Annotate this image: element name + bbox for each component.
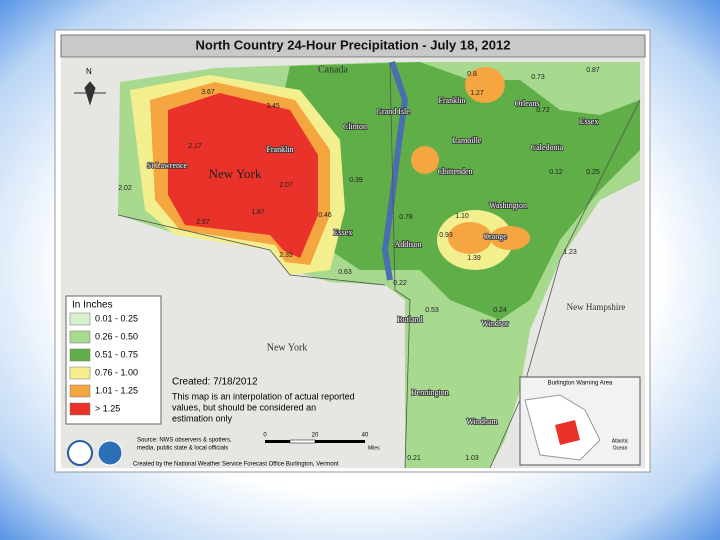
precip-value: 0.22 <box>393 280 407 287</box>
precip-value: 0.39 <box>349 177 363 184</box>
precip-value: 0.63 <box>338 269 352 276</box>
legend-label: 0.76 - 1.00 <box>95 367 138 377</box>
zone-orange-vt2 <box>490 226 530 250</box>
inset-area <box>555 420 580 445</box>
inset-label: Ocean <box>613 445 628 451</box>
legend-swatch <box>69 330 91 344</box>
precip-value: 0.78 <box>399 214 413 221</box>
place-label: Chittenden <box>437 167 472 176</box>
precip-value: 1.39 <box>467 255 481 262</box>
map-title: North Country 24-Hour Precipitation - Ju… <box>196 37 511 52</box>
source-note: Source: NWS observers & spotters, <box>137 438 232 444</box>
place-label: Essex <box>580 117 599 126</box>
precip-value: 1.23 <box>563 249 577 256</box>
zone-orange-chittenden <box>411 146 439 174</box>
legend-label: 0.51 - 0.75 <box>95 349 138 359</box>
place-label: Lamoille <box>453 136 482 145</box>
legend-label: > 1.25 <box>95 403 120 413</box>
place-label: Orange <box>483 232 507 241</box>
credit: Created by the National Weather Service … <box>133 462 339 468</box>
precip-value: 0.24 <box>493 307 507 314</box>
zone-red <box>168 93 318 258</box>
precip-value: 1.27 <box>470 90 484 97</box>
state-borders <box>117 61 641 469</box>
state-label: New York <box>209 166 262 181</box>
place-label: Franklin <box>438 96 465 105</box>
precip-value: 0.21 <box>407 455 421 462</box>
place-label: Rutland <box>397 315 422 324</box>
precip-value: 1.10 <box>455 213 469 220</box>
place-label: Windham <box>466 417 498 426</box>
precip-value: 1.03 <box>465 455 479 462</box>
place-label: Windsor <box>481 319 509 328</box>
legend-label: 0.01 - 0.25 <box>95 313 138 323</box>
precip-value: 3.67 <box>201 89 215 96</box>
legend-swatch <box>69 384 91 398</box>
precip-value: 0.8 <box>467 71 477 78</box>
inset-label: Atlantic <box>612 438 629 444</box>
legend-title: In Inches <box>72 300 113 311</box>
country-label: Canada <box>318 64 349 75</box>
place-label: St Lawrence <box>147 161 188 170</box>
zone-orange-vt <box>448 222 492 254</box>
place-label: Clinton <box>343 122 367 131</box>
compass-rose <box>74 81 106 106</box>
lake-champlain <box>381 61 409 281</box>
zone-mid <box>280 62 640 320</box>
precip-value: 0.46 <box>318 212 332 219</box>
title-bar <box>60 34 646 58</box>
place-label: Caledonia <box>531 143 564 152</box>
scale-unit: Miles <box>368 445 380 451</box>
precip-value: 1.87 <box>251 209 265 216</box>
scale-tick: 0 <box>263 433 267 439</box>
noaa-logo <box>97 440 123 466</box>
precip-value: 2.07 <box>279 182 293 189</box>
created-date: Created: 7/18/2012 <box>172 377 258 388</box>
place-label: Bennington <box>411 388 448 397</box>
precip-value: 2.17 <box>188 143 202 150</box>
place-label: Essex <box>334 228 353 237</box>
precip-value: 0.12 <box>549 169 563 176</box>
inset-title: Burlington Warning Area <box>548 381 613 387</box>
disclaimer: estimation only <box>172 413 233 423</box>
precip-value: 3.45 <box>266 103 280 110</box>
source-note: media, public state & local officials <box>137 446 228 452</box>
scale-bar-seg <box>289 439 316 444</box>
place-label: Franklin <box>266 145 293 154</box>
state-label: New Hampshire <box>567 302 626 312</box>
precip-value: 2.57 <box>196 219 210 226</box>
zone-orange-north <box>465 67 505 103</box>
disclaimer: values, but should be considered an <box>172 402 316 412</box>
precip-value: 2.39 <box>279 252 293 259</box>
legend-swatch <box>69 366 91 380</box>
precip-value: 0.53 <box>425 307 439 314</box>
place-label: Grand Isle <box>376 107 410 116</box>
precip-value: 0.72 <box>536 107 550 114</box>
place-label: Washington <box>489 201 527 210</box>
precip-value: 0.93 <box>439 232 453 239</box>
legend-label: 1.01 - 1.25 <box>95 385 138 395</box>
nws-logo <box>67 440 93 466</box>
place-label: Orleans <box>515 99 540 108</box>
precip-value: 2.02 <box>118 185 132 192</box>
scale-tick: 40 <box>362 433 369 439</box>
precip-value: 0.25 <box>586 169 600 176</box>
scale-tick: 20 <box>312 433 319 439</box>
compass-label: N <box>86 67 92 76</box>
legend-label: 0.26 - 0.50 <box>95 331 138 341</box>
precip-value: 0.87 <box>586 67 600 74</box>
disclaimer: This map is an interpolation of actual r… <box>172 391 355 401</box>
legend-swatch <box>69 402 91 416</box>
legend-swatch <box>69 348 91 362</box>
legend-swatch <box>69 312 91 326</box>
place-label: Addison <box>394 240 421 249</box>
precip-value: 0.73 <box>531 74 545 81</box>
state-label: New York <box>267 342 308 353</box>
